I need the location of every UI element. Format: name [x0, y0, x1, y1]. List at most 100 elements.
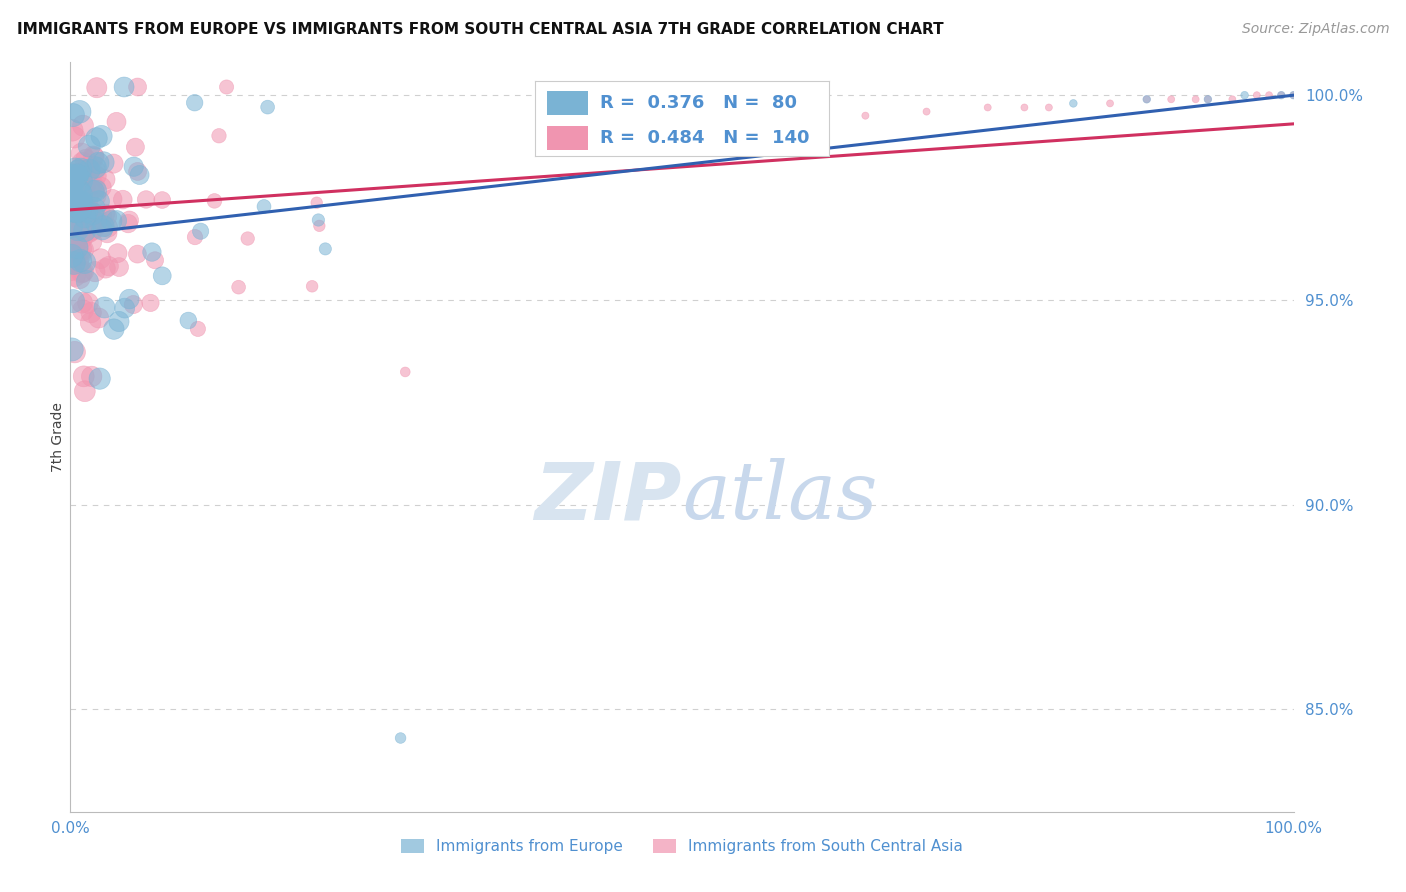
Point: [105, 213, 128, 227]
Point: [73, 223, 96, 237]
Point: [100, 213, 122, 227]
Point: [73, 369, 96, 384]
Point: [190, 224, 212, 238]
Point: [60, 196, 83, 211]
Point: [86, 131, 108, 145]
Point: [96, 210, 118, 224]
Point: [62, 185, 84, 199]
Point: [69, 169, 91, 183]
Point: [118, 292, 141, 306]
Point: [66, 222, 89, 236]
Point: [80, 223, 103, 237]
Point: [60, 223, 83, 237]
Point: [62, 108, 84, 122]
Point: [70, 265, 93, 279]
Point: [63, 209, 86, 223]
Point: [84, 163, 107, 178]
Point: [83, 201, 105, 215]
Point: [70, 242, 93, 256]
Point: [63, 186, 86, 201]
Point: [73, 222, 96, 236]
Point: [84, 215, 107, 229]
Point: [65, 192, 87, 206]
Point: [66, 169, 89, 184]
Point: [114, 301, 136, 315]
Point: [59, 263, 82, 277]
Point: [77, 190, 100, 204]
Point: [103, 156, 125, 170]
Point: [60, 175, 83, 189]
Point: [184, 230, 207, 244]
Point: [1184, 92, 1206, 106]
Point: [67, 256, 90, 270]
Point: [63, 182, 86, 196]
Point: [87, 212, 110, 227]
Point: [94, 207, 117, 221]
Point: [67, 184, 90, 198]
Point: [82, 184, 104, 198]
Point: [83, 212, 105, 227]
Point: [60, 187, 83, 202]
Point: [87, 156, 110, 170]
Point: [97, 259, 120, 273]
Point: [72, 230, 94, 244]
Point: [67, 201, 90, 215]
Point: [63, 268, 86, 283]
Point: [70, 295, 93, 310]
Point: [305, 195, 328, 210]
Point: [150, 268, 173, 283]
Point: [177, 313, 200, 327]
Point: [63, 345, 86, 359]
Point: [82, 207, 104, 221]
Point: [69, 271, 91, 285]
Point: [77, 226, 100, 240]
Point: [84, 184, 107, 198]
Point: [62, 178, 84, 192]
Point: [60, 343, 83, 357]
Point: [73, 210, 96, 224]
Point: [65, 204, 87, 219]
Point: [67, 194, 90, 209]
Point: [76, 275, 98, 289]
Point: [75, 211, 97, 226]
Point: [70, 194, 93, 209]
Point: [855, 109, 877, 123]
Point: [66, 240, 89, 254]
Point: [72, 303, 94, 318]
Point: [63, 243, 86, 257]
Point: [70, 214, 93, 228]
Point: [69, 202, 91, 216]
Point: [111, 193, 134, 207]
Point: [96, 226, 118, 240]
Point: [1246, 88, 1268, 103]
Point: [75, 153, 97, 167]
Point: [915, 104, 938, 119]
Point: [63, 215, 86, 229]
Point: [1136, 92, 1159, 106]
Point: [1258, 88, 1281, 103]
Point: [122, 297, 145, 311]
Point: [93, 301, 115, 315]
Legend: Immigrants from Europe, Immigrants from South Central Asia: Immigrants from Europe, Immigrants from …: [395, 833, 969, 860]
Point: [1197, 92, 1219, 106]
Point: [84, 161, 107, 175]
Point: [108, 314, 131, 328]
Point: [72, 209, 94, 223]
Point: [73, 384, 96, 399]
Point: [91, 222, 114, 236]
Point: [69, 162, 91, 177]
Point: [128, 168, 150, 182]
Point: [72, 119, 94, 133]
Point: [66, 188, 89, 202]
Point: [70, 222, 93, 236]
Text: atlas: atlas: [682, 458, 877, 536]
Point: [253, 200, 276, 214]
Point: [77, 139, 100, 153]
Point: [1282, 88, 1305, 103]
Point: [112, 80, 135, 95]
Point: [91, 209, 114, 223]
Point: [103, 322, 125, 336]
Point: [187, 322, 209, 336]
Point: [127, 80, 149, 95]
Point: [79, 316, 101, 330]
